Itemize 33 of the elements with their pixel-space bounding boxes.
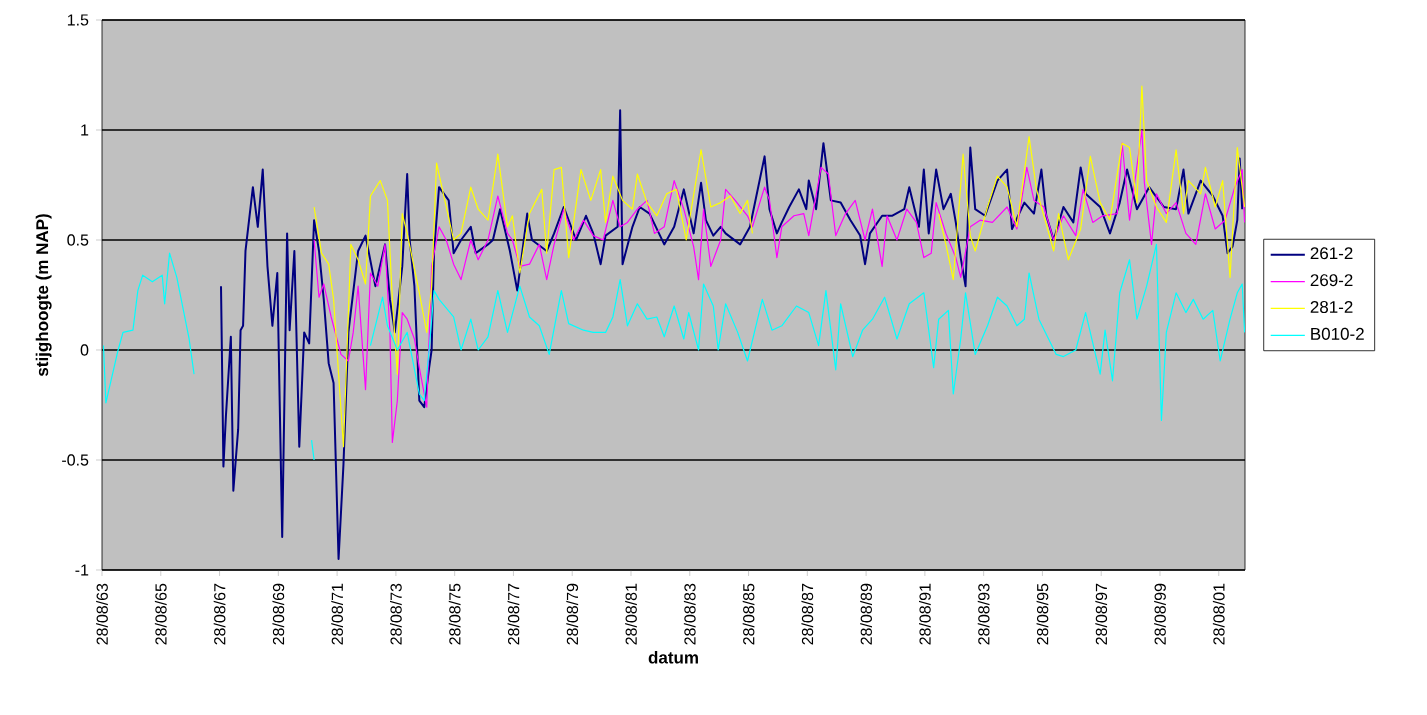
y-tick-label: 1.5 <box>67 14 89 26</box>
x-tick-label: 28/08/71 <box>331 583 343 645</box>
y-tick-label: 0 <box>80 344 89 356</box>
x-tick-label: 28/08/85 <box>742 583 755 645</box>
x-tick-label: 28/08/81 <box>625 583 637 645</box>
x-tick-label: 28/08/75 <box>448 583 461 645</box>
x-tick-label: 28/08/89 <box>860 583 872 645</box>
x-tick-label: 28/08/69 <box>272 583 285 645</box>
x-tick-label: 28/08/91 <box>918 583 931 645</box>
legend-label: 261-2 <box>1310 247 1353 260</box>
line-series <box>220 109 1244 560</box>
x-tick-label: 28/08/63 <box>96 583 108 645</box>
x-tick-label: 28/08/93 <box>977 583 990 645</box>
x-tick-label: 28/08/83 <box>683 583 696 645</box>
x-tick-label: 28/08/67 <box>213 583 226 645</box>
x-tick-label: 28/08/97 <box>1095 583 1108 645</box>
y-tick-label: -0.5 <box>62 454 89 466</box>
x-tick-label: 28/08/99 <box>1154 583 1166 645</box>
legend-label: B010-2 <box>1311 327 1364 340</box>
x-tick-label: 28/08/73 <box>390 583 402 645</box>
legend-label: 281-2 <box>1310 301 1353 314</box>
x-tick-label: 28/08/79 <box>566 583 579 645</box>
x-tick-label: 28/08/01 <box>1212 583 1225 645</box>
y-tick-label: 1 <box>81 124 89 136</box>
x-tick-label: 28/08/65 <box>154 583 167 645</box>
x-tick-label: 28/08/87 <box>801 583 814 645</box>
x-tick-label: 28/08/95 <box>1036 583 1049 645</box>
y-tick-label: 0.5 <box>67 234 89 246</box>
x-axis-title: datum <box>648 651 698 664</box>
x-tick-label: 28/08/77 <box>507 583 520 645</box>
legend-label: 269-2 <box>1310 274 1353 287</box>
y-axis-title: stijghoogte (m NAP) <box>35 214 52 377</box>
y-tick-label: -1 <box>75 564 89 576</box>
